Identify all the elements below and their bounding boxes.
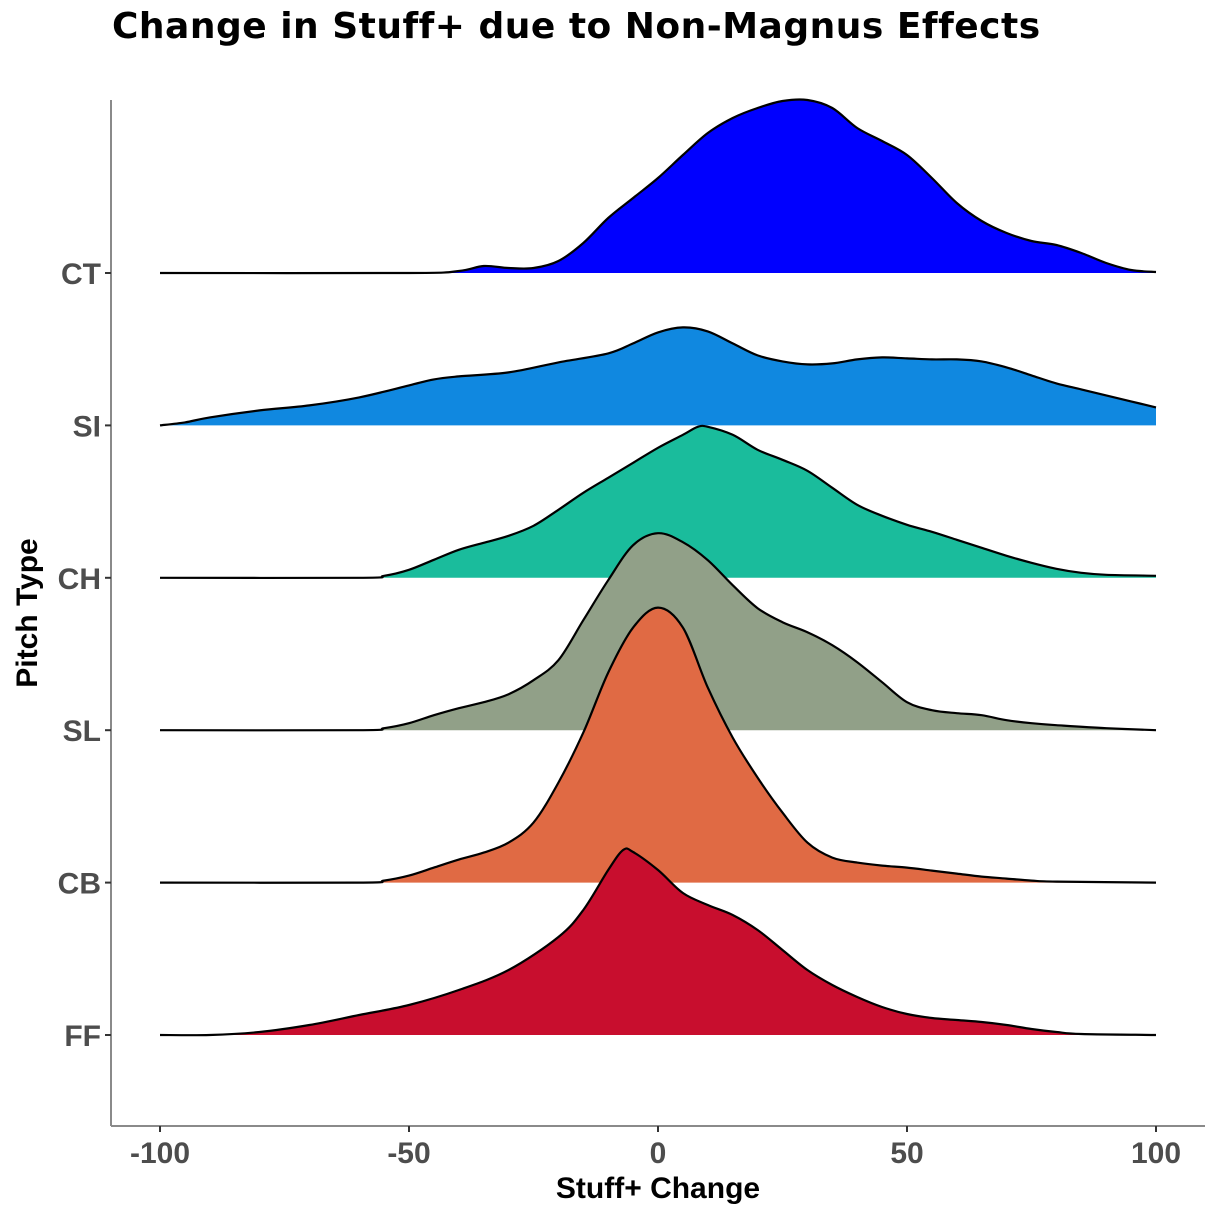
y-tick-label: SI (73, 410, 101, 443)
y-tick-label: CT (61, 258, 101, 291)
ridge-outline-ct (159, 98, 1157, 275)
chart-title: Change in Stuff+ due to Non-Magnus Effec… (112, 6, 1041, 47)
ridge-fill-ch (160, 425, 1156, 578)
x-tick-label: 0 (650, 1137, 667, 1170)
x-tick-label: -100 (130, 1137, 190, 1170)
ridge-outline-ch (159, 424, 1157, 580)
y-tick-label: CB (58, 868, 101, 901)
ridge-outline-sl (159, 532, 1157, 732)
ridge-outline-cb (159, 606, 1157, 884)
ridge-outline-ff (159, 847, 1157, 1037)
x-tick-label: 50 (890, 1137, 923, 1170)
y-tick-label: FF (64, 1020, 101, 1053)
x-axis-title: Stuff+ Change (556, 1172, 760, 1205)
y-tick-label: CH (58, 563, 101, 596)
ridge-fill-si (160, 327, 1156, 426)
x-tick-label: 100 (1131, 1137, 1181, 1170)
x-tick-label: -50 (387, 1137, 430, 1170)
ridge-fill-ct (160, 99, 1156, 274)
ridge-fill-cb (160, 607, 1156, 883)
ridge-outline-si (159, 326, 1157, 427)
y-tick-label: SL (63, 715, 101, 748)
ridge-fill-ff (160, 848, 1156, 1036)
y-axis-title: Pitch Type (11, 538, 44, 687)
